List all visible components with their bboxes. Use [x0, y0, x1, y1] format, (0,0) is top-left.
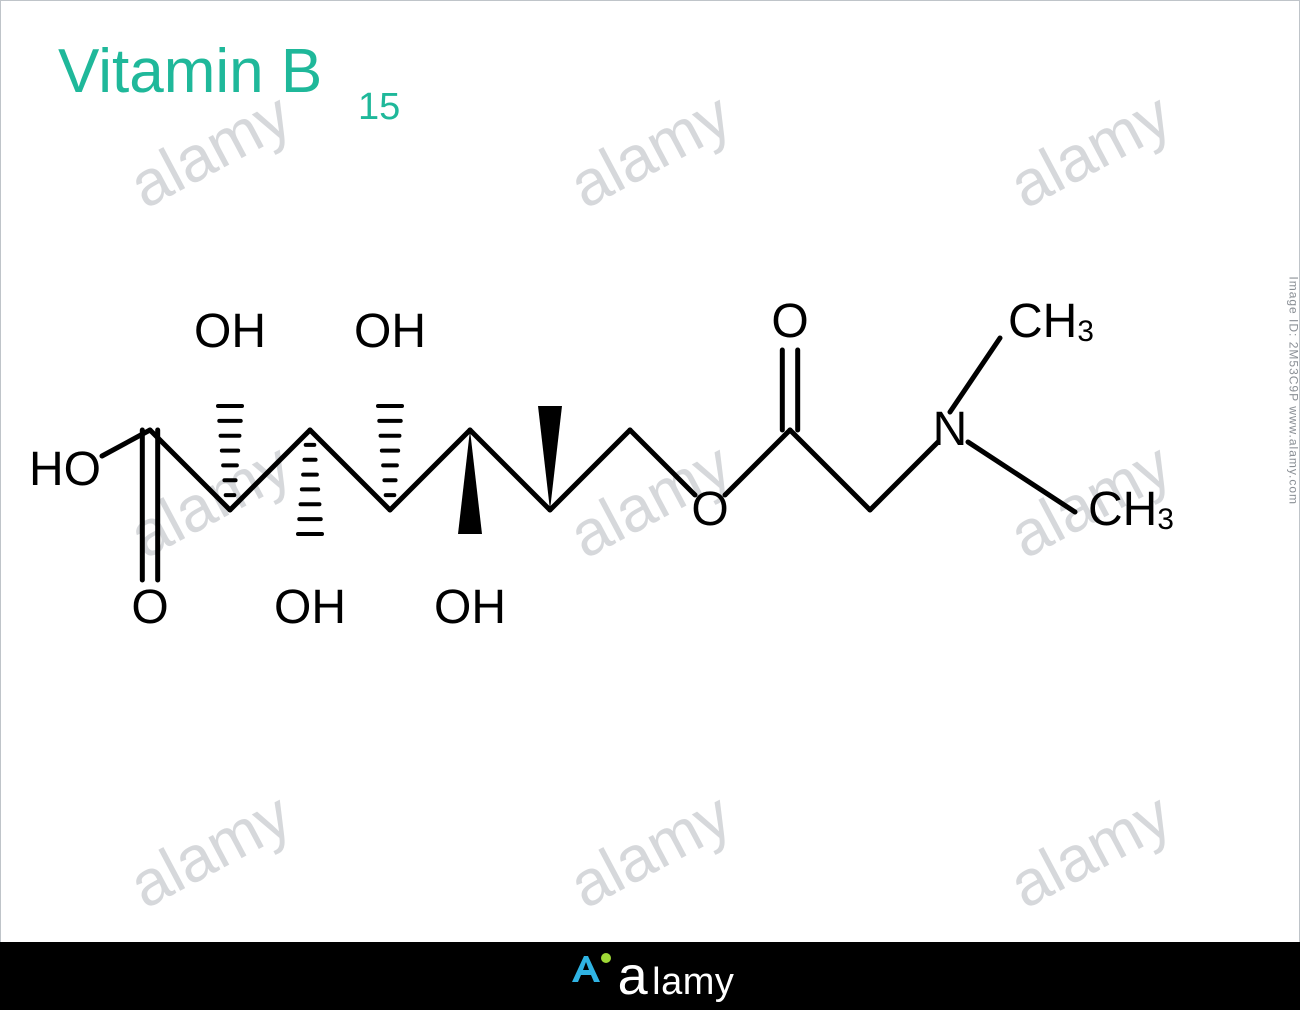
atom-label: CH3 [1008, 298, 1094, 346]
footer-logo-a: a [618, 945, 649, 1007]
atom-label: O [691, 486, 728, 534]
footer-logo-rest: lamy [652, 961, 734, 1004]
footer-logo: alamy [566, 945, 735, 1007]
atom-label: O [771, 298, 808, 346]
atom-label: N [933, 406, 968, 454]
atom-label: OH [194, 308, 266, 356]
atom-label: OH [274, 584, 346, 632]
atom-label: OH [434, 584, 506, 632]
atom-label: O [131, 584, 168, 632]
footer-logo-icon [566, 946, 614, 994]
atom-label: OH [354, 308, 426, 356]
footer-bar: alamy [0, 942, 1300, 1010]
image-id-code: Image ID: 2M53C9P www.alamy.com [1287, 276, 1300, 505]
diagram-canvas: alamyalamyalamyalamyalamyalamyalamyalamy… [0, 0, 1300, 1010]
atom-label: CH3 [1088, 486, 1174, 534]
atom-label: HO [29, 446, 101, 494]
